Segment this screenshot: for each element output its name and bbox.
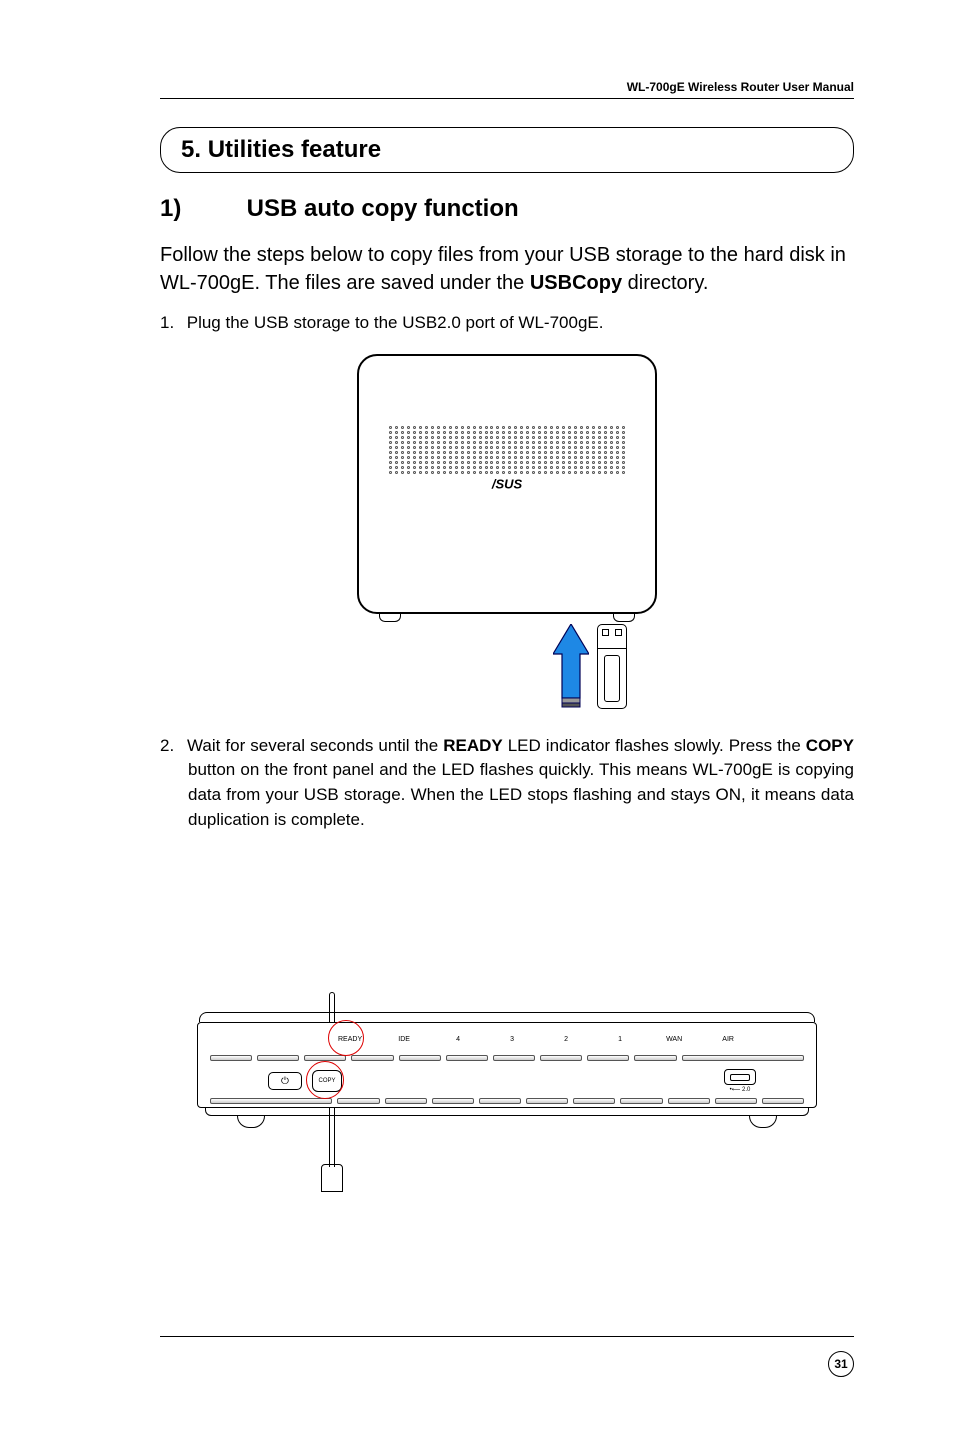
- copy-highlight-circle: [306, 1061, 344, 1099]
- antenna-base: [321, 1164, 343, 1192]
- intro-bold: USBCopy: [530, 272, 622, 294]
- led-ide: IDE: [392, 1036, 416, 1043]
- router-top-outline: /SUS: [357, 354, 657, 614]
- groove-row-bottom: [198, 1098, 816, 1107]
- step-2-number: 2.: [160, 734, 182, 759]
- usb-port-label: •⟵ 2.0: [724, 1086, 756, 1093]
- section-title-text: Utilities feature: [208, 136, 381, 163]
- router-feet: [197, 1116, 817, 1128]
- intro-text-1: Follow the steps below to copy files fro…: [160, 244, 846, 294]
- router-foot-right: [613, 614, 635, 622]
- step-1-text: Plug the USB storage to the USB2.0 port …: [187, 313, 604, 332]
- led-air: AIR: [716, 1036, 740, 1043]
- ready-highlight-circle: [328, 1020, 364, 1056]
- led-2: 2: [554, 1036, 578, 1043]
- step-1-number: 1.: [160, 311, 182, 336]
- usb-insert-illustration: [553, 624, 627, 709]
- subsection-title: USB auto copy function: [247, 195, 519, 222]
- led-1: 1: [608, 1036, 632, 1043]
- led-4: 4: [446, 1036, 470, 1043]
- figure-1-container: /SUS: [160, 354, 854, 734]
- led-3: 3: [500, 1036, 524, 1043]
- foot-left: [237, 1116, 265, 1128]
- usb-body: [597, 649, 627, 709]
- router-base: [205, 1108, 809, 1116]
- usb-stick-icon: [597, 624, 627, 709]
- step-2-ready-bold: READY: [443, 736, 503, 755]
- led-strip: READY IDE 4 3 2 1 WAN AIR: [198, 1023, 816, 1055]
- router-front-body: READY IDE 4 3 2 1 WAN AIR ⏻ COPY: [197, 1022, 817, 1108]
- step-2-copy-bold: COPY: [806, 736, 854, 755]
- step-2-text-2: LED indicator flashes slowly. Press the: [503, 736, 806, 755]
- power-button-icon: ⏻: [268, 1072, 302, 1090]
- footer-rule: [160, 1336, 854, 1337]
- intro-paragraph: Follow the steps below to copy files fro…: [160, 241, 854, 297]
- usb-cap: [597, 624, 627, 649]
- section-heading: 5. Utilities feature: [181, 136, 833, 164]
- usb-port-group: •⟵ 2.0: [724, 1069, 756, 1093]
- brand-logo: /SUS: [486, 476, 528, 491]
- section-heading-box: 5. Utilities feature: [160, 127, 854, 173]
- section-number: 5.: [181, 136, 201, 163]
- figure-2-container: READY IDE 4 3 2 1 WAN AIR ⏻ COPY: [197, 1012, 817, 1128]
- manual-header: WL-700gE Wireless Router User Manual: [160, 80, 854, 99]
- step-1: 1. Plug the USB storage to the USB2.0 po…: [160, 311, 854, 336]
- router-top-view-figure: /SUS: [347, 354, 667, 614]
- step-2-text-3: button on the front panel and the LED fl…: [188, 760, 854, 828]
- usb-port-icon: [724, 1069, 756, 1085]
- foot-right: [749, 1116, 777, 1128]
- subsection-number: 1): [160, 195, 240, 223]
- page-number: 31: [828, 1351, 854, 1377]
- intro-text-2: directory.: [622, 272, 708, 294]
- control-strip: ⏻ COPY •⟵ 2.0: [198, 1064, 816, 1098]
- router-foot-left: [379, 614, 401, 622]
- step-2: 2. Wait for several seconds until the RE…: [160, 734, 854, 833]
- step-2-text-1: Wait for several seconds until the: [187, 736, 443, 755]
- groove-row-top: [198, 1055, 816, 1064]
- router-lid: [199, 1012, 815, 1022]
- led-wan: WAN: [662, 1036, 686, 1043]
- up-arrow-icon: [553, 624, 589, 709]
- router-front-view: READY IDE 4 3 2 1 WAN AIR ⏻ COPY: [197, 1012, 817, 1128]
- subsection-heading: 1) USB auto copy function: [160, 195, 854, 223]
